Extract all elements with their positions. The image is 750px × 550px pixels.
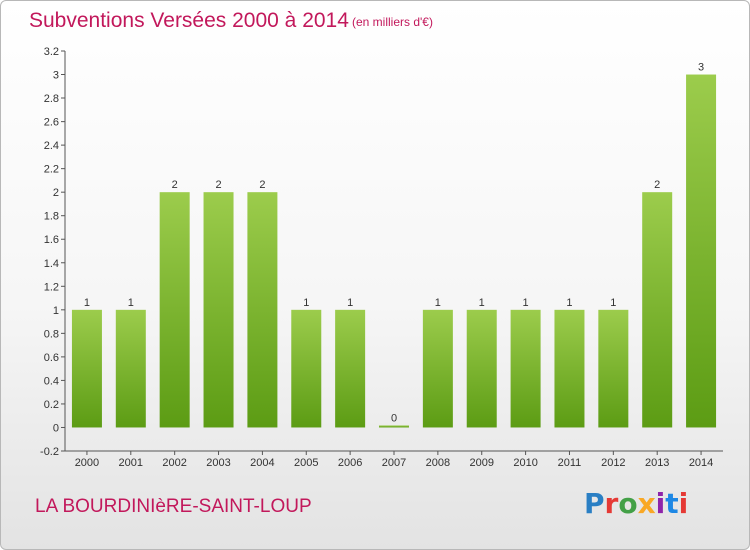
- x-tick-label: 2009: [469, 457, 493, 469]
- bar: [422, 309, 453, 428]
- bar: [554, 309, 585, 428]
- y-tick-label: 2.8: [44, 93, 59, 105]
- bar: [598, 309, 629, 428]
- bar: [159, 192, 190, 428]
- y-tick-label: 3: [53, 70, 59, 82]
- bar: [335, 309, 366, 428]
- bar-value-label: 1: [435, 297, 441, 309]
- bar: [642, 192, 673, 428]
- bar: [291, 309, 322, 428]
- x-tick-label: 2004: [250, 457, 274, 469]
- x-tick-label: 2006: [338, 457, 362, 469]
- bar-value-label: 2: [259, 179, 265, 191]
- bar: [686, 74, 717, 428]
- proxiti-logo: Proxiti: [584, 487, 688, 520]
- y-tick-label: 0.6: [44, 352, 59, 364]
- x-tick-label: 2002: [162, 457, 186, 469]
- x-tick-label: 2012: [601, 457, 625, 469]
- logo-letter: o: [618, 487, 638, 520]
- bar: [115, 309, 146, 428]
- x-tick-label: 2007: [382, 457, 406, 469]
- bar-value-label: 1: [479, 297, 485, 309]
- y-tick-label: 2.2: [44, 164, 59, 176]
- y-tick-label: 1.4: [44, 258, 59, 270]
- y-tick-label: 0.4: [44, 375, 59, 387]
- y-tick-label: 1.8: [44, 211, 59, 223]
- bar-value-label: 2: [215, 179, 221, 191]
- y-tick-label: 0.2: [44, 399, 59, 411]
- y-tick-label: 1.2: [44, 281, 59, 293]
- bar-value-label: 1: [128, 297, 134, 309]
- y-tick-label: 3.2: [44, 46, 59, 58]
- x-tick-label: 2000: [75, 457, 99, 469]
- y-tick-label: 2.6: [44, 117, 59, 129]
- bar: [71, 309, 102, 428]
- chart-subtitle: (en milliers d'€): [352, 15, 433, 29]
- x-tick-label: 2003: [206, 457, 230, 469]
- bar-value-label: 2: [654, 179, 660, 191]
- bar: [247, 192, 278, 428]
- x-tick-label: 2011: [558, 457, 582, 469]
- y-tick-label: 0: [53, 422, 59, 434]
- y-tick-label: 2.4: [44, 140, 59, 152]
- y-tick-label: 2: [53, 187, 59, 199]
- y-tick-label: -0.2: [40, 446, 59, 458]
- logo-letter: r: [604, 487, 619, 520]
- x-tick-label: 2010: [513, 457, 537, 469]
- x-tick-label: 2013: [645, 457, 669, 469]
- bar-value-label: 1: [610, 297, 616, 309]
- y-tick-label: 1: [53, 305, 59, 317]
- y-tick-label: 1.6: [44, 234, 59, 246]
- bar-value-label: 0: [391, 412, 397, 424]
- bar-value-label: 1: [523, 297, 529, 309]
- bar: [203, 192, 234, 428]
- bar-value-label: 1: [347, 297, 353, 309]
- commune-name: LA BOURDINIèRE-SAINT-LOUP: [35, 496, 312, 517]
- logo-letter: x: [637, 487, 656, 520]
- logo-letter: i: [655, 487, 666, 520]
- x-tick-label: 2001: [119, 457, 143, 469]
- bar-value-label: 3: [698, 62, 704, 74]
- chart-title: Subventions Versées 2000 à 2014: [29, 9, 349, 32]
- bar: [466, 309, 497, 428]
- bar: [510, 309, 541, 428]
- bar: [379, 425, 409, 428]
- bar-value-label: 1: [566, 297, 572, 309]
- x-tick-label: 2005: [294, 457, 318, 469]
- logo-letter: P: [584, 487, 605, 520]
- logo-letter: t: [665, 487, 679, 520]
- bar-value-label: 2: [172, 179, 178, 191]
- x-tick-label: 2008: [426, 457, 450, 469]
- logo-letter: i: [678, 487, 689, 520]
- x-tick-label: 2014: [689, 457, 713, 469]
- y-tick-label: 0.8: [44, 328, 59, 340]
- bar-value-label: 1: [303, 297, 309, 309]
- bar-value-label: 1: [84, 297, 90, 309]
